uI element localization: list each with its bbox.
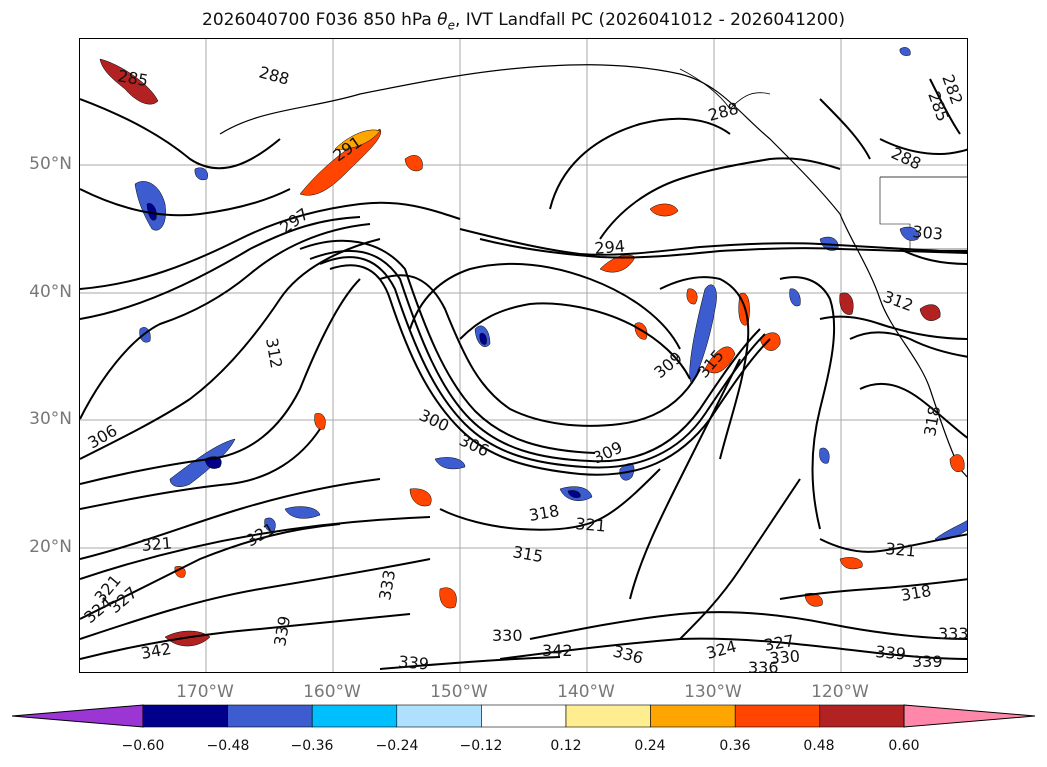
lon-label-140w: 140°W — [557, 682, 615, 702]
colorbar-tick-label: −0.60 — [121, 738, 165, 754]
lon-label-160w: 160°W — [303, 682, 361, 702]
colorbar-segments — [142, 704, 905, 728]
lon-label-150w: 150°W — [430, 682, 488, 702]
colorbar-tick-label: −0.36 — [290, 738, 334, 754]
map-panel: 285 288 291 297 294 288 288 285 282 303 … — [79, 38, 968, 673]
contour-label: 330 — [769, 646, 801, 668]
contour-label: 303 — [912, 222, 944, 244]
contour-label: 336 — [748, 658, 779, 673]
contour-label: 297 — [276, 204, 312, 237]
map-title: 2026040700 F036 850 hPa θe, IVT Landfall… — [202, 10, 845, 33]
contour-label: 315 — [511, 542, 544, 566]
lat-label-50n: 50°N — [29, 154, 72, 174]
graticule — [80, 39, 967, 672]
theta-e-contours — [80, 78, 967, 670]
contour-label: 321 — [885, 539, 917, 561]
colorbar-tick-label: 0.60 — [888, 738, 920, 754]
contour-label: 300 — [416, 405, 452, 435]
colorbar-tick-label: 0.12 — [550, 738, 582, 754]
colorbar-segment — [311, 704, 398, 728]
colorbar-segment — [227, 704, 313, 728]
colorbar — [11, 704, 1036, 728]
colorbar-segment — [734, 704, 821, 728]
lat-label-20n: 20°N — [29, 537, 72, 557]
lon-label-120w: 120°W — [811, 682, 869, 702]
coastlines — [219, 64, 967, 478]
contour-label: 309 — [650, 348, 686, 382]
lon-label-130w: 130°W — [684, 682, 742, 702]
contour-label: 309 — [590, 437, 626, 467]
contour-label: 321 — [141, 533, 173, 555]
colorbar-extend-right — [903, 704, 1036, 728]
contour-label: 339 — [398, 652, 430, 673]
lat-label-30n: 30°N — [29, 409, 72, 429]
colorbar-tick-label: 0.36 — [719, 738, 751, 754]
contour-label: 285 — [116, 66, 149, 90]
contour-label: 318 — [899, 581, 932, 605]
contour-label: 294 — [594, 236, 626, 258]
contour-label: 318 — [527, 501, 560, 525]
contour-label: 330 — [492, 626, 523, 645]
contour-label: 333 — [938, 624, 968, 643]
contour-label: 339 — [270, 614, 294, 647]
contour-label: 288 — [888, 143, 924, 173]
colorbar-segment — [819, 704, 905, 728]
contour-label: 288 — [257, 63, 291, 89]
contour-label: 288 — [706, 99, 740, 125]
lat-label-40n: 40°N — [29, 282, 72, 302]
contour-label: 321 — [575, 514, 607, 536]
colorbar-tick-label: −0.48 — [206, 738, 250, 754]
contour-label: 324 — [704, 637, 738, 663]
contour-label: 312 — [881, 287, 916, 315]
colorbar-tick-label: 0.24 — [634, 738, 666, 754]
contour-label: 306 — [456, 430, 492, 460]
contour-label: 318 — [920, 404, 944, 437]
colorbar-segment — [650, 704, 736, 728]
colorbar-segment — [481, 704, 567, 728]
colorbar-tick-label: −0.12 — [459, 738, 503, 754]
colorbar-tick-label: 0.48 — [803, 738, 835, 754]
contour-label: 339 — [875, 642, 907, 664]
contour-labels: 285 288 291 297 294 288 288 285 282 303 … — [80, 63, 968, 673]
map-canvas: 285 288 291 297 294 288 288 285 282 303 … — [80, 39, 968, 673]
contour-label: 339 — [912, 652, 943, 671]
contour-label: 342 — [139, 639, 172, 663]
colorbar-tick-label: −0.24 — [375, 738, 419, 754]
colorbar-segment — [565, 704, 651, 728]
colorbar-segment — [396, 704, 482, 728]
contour-label: 312 — [262, 336, 286, 369]
contour-label: 336 — [611, 642, 645, 668]
colorbar-segment — [142, 704, 228, 728]
colorbar-extend-left — [11, 704, 144, 728]
shaded-positive-anomalies — [99, 58, 965, 647]
lon-label-170w: 170°W — [176, 682, 234, 702]
contour-label: 333 — [375, 568, 399, 601]
contour-label: 342 — [542, 641, 573, 660]
